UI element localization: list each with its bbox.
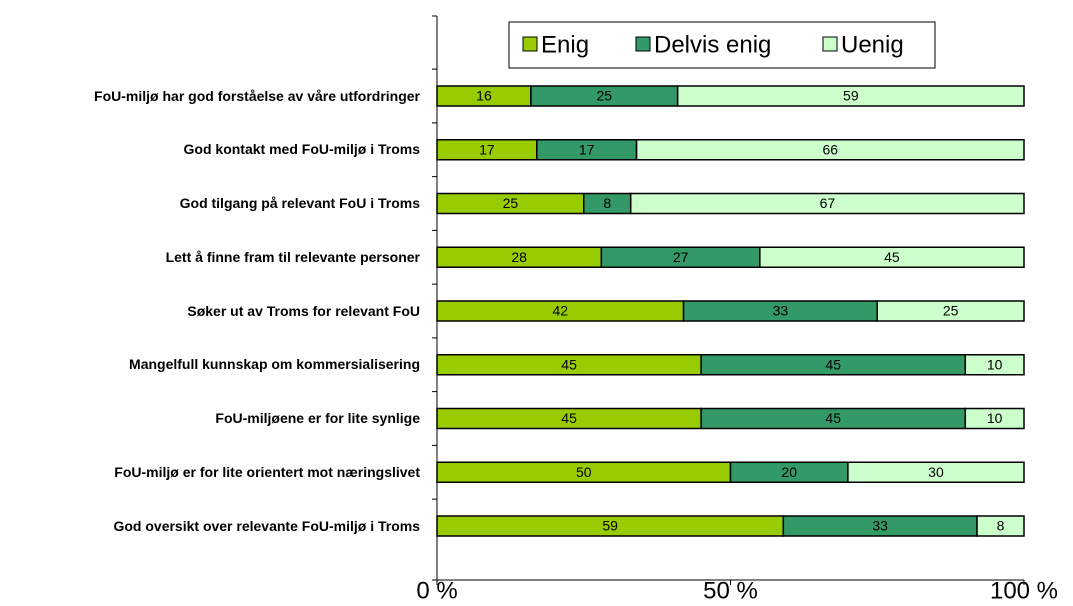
category-text: Søker ut av Troms for relevant FoU xyxy=(187,302,420,319)
bar-segment xyxy=(964,354,1025,376)
category-text: FoU-miljø er for lite orientert mot næri… xyxy=(114,463,420,480)
legend-swatch xyxy=(822,36,838,52)
category-label: God tilgang på relevant FoU i Troms xyxy=(0,195,420,212)
value-label: 27 xyxy=(673,249,689,265)
x-tick-label: 0 % xyxy=(416,577,457,604)
legend-swatch xyxy=(522,36,538,52)
bar-segment xyxy=(876,300,1025,322)
value-label: 66 xyxy=(823,141,839,157)
x-tick-label: 50 % xyxy=(703,577,758,604)
value-label: 67 xyxy=(820,195,836,211)
category-label: FoU-miljø er for lite orientert mot næri… xyxy=(0,464,420,481)
category-label: FoU-miljø har god forståelse av våre utf… xyxy=(0,88,420,105)
bar-segment xyxy=(976,515,1025,537)
value-label: 45 xyxy=(884,249,900,265)
bar-segment xyxy=(635,139,1025,161)
category-text: FoU-miljøene er for lite synlige xyxy=(215,410,420,426)
legend-label: Enig xyxy=(541,31,589,58)
value-label: 45 xyxy=(561,410,577,426)
value-label: 45 xyxy=(825,410,841,426)
category-text: God kontakt med FoU-miljø i Troms xyxy=(183,141,420,158)
value-label: 25 xyxy=(943,303,959,319)
legend-label: Uenig xyxy=(841,31,904,58)
legend-swatch xyxy=(635,36,651,52)
value-label: 25 xyxy=(503,195,519,211)
category-label: Lett å finne fram til relevante personer xyxy=(0,249,420,266)
category-label: Mangelfull kunnskap om kommersialisering xyxy=(0,356,420,373)
category-text: Mangelfull kunnskap om kommersialisering xyxy=(129,356,420,373)
legend-box xyxy=(508,21,936,69)
value-label: 45 xyxy=(825,356,841,372)
legend-label: Delvis enig xyxy=(654,31,771,58)
value-label: 10 xyxy=(987,356,1003,372)
value-label: 59 xyxy=(602,518,618,534)
bar-segment xyxy=(676,85,1025,107)
value-label: 8 xyxy=(603,195,611,211)
value-label: 59 xyxy=(843,88,859,104)
value-label: 33 xyxy=(773,303,789,319)
bar-segment xyxy=(759,246,1025,268)
value-label: 50 xyxy=(576,464,592,480)
category-text: God oversikt over relevante FoU-miljø i … xyxy=(113,517,420,534)
value-label: 42 xyxy=(552,303,568,319)
category-label: Søker ut av Troms for relevant FoU xyxy=(0,303,420,320)
category-label: FoU-miljøene er for lite synlige xyxy=(0,410,420,427)
value-label: 28 xyxy=(511,249,527,265)
value-label: 10 xyxy=(987,410,1003,426)
x-tick-label: 100 % xyxy=(990,577,1058,604)
value-label: 45 xyxy=(561,356,577,372)
bar-segment xyxy=(847,461,1025,483)
value-label: 20 xyxy=(781,464,797,480)
category-label: God oversikt over relevante FoU-miljø i … xyxy=(0,518,420,535)
value-label: 25 xyxy=(597,88,613,104)
value-label: 8 xyxy=(997,518,1005,534)
bar-segment xyxy=(964,407,1025,430)
category-text: Lett å finne fram til relevante personer xyxy=(165,248,420,265)
value-label: 16 xyxy=(476,88,492,104)
value-label: 33 xyxy=(872,518,888,534)
value-label: 17 xyxy=(579,141,595,157)
value-label: 17 xyxy=(479,141,495,157)
value-label: 30 xyxy=(928,464,944,480)
bar-segment xyxy=(629,192,1025,215)
category-text: FoU-miljø har god forståelse av våre utf… xyxy=(94,87,420,104)
category-label: God kontakt med FoU-miljø i Troms xyxy=(0,141,420,158)
category-text: God tilgang på relevant FoU i Troms xyxy=(179,195,420,211)
